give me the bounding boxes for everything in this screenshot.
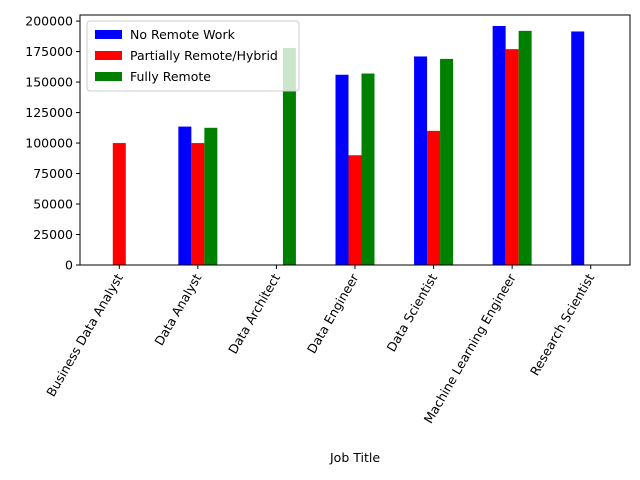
legend-swatch-partially-remote-hybrid [95, 51, 122, 60]
bar-fully-remote-1 [204, 127, 218, 266]
y-tick-label-8: 200000 [25, 14, 73, 29]
bar-partially-remote-hybrid-5 [505, 49, 519, 265]
x-tick-label-2: Data Architect [225, 271, 283, 356]
bar-partially-remote-hybrid-0 [112, 143, 126, 265]
x-tick-label-5: Machine Learning Engineer [421, 270, 520, 426]
bar-fully-remote-2 [282, 47, 296, 265]
y-tick-label-4: 100000 [25, 136, 73, 151]
legend: No Remote Work Partially Remote/Hybrid Ful… [86, 20, 300, 92]
y-tick-label-2: 50000 [33, 197, 73, 212]
bar-no-remote-work-5 [492, 25, 506, 265]
legend-label-fully-remote: Fully Remote [130, 69, 211, 84]
y-tick-label-0: 0 [65, 258, 73, 273]
legend-swatch-no-remote-work [95, 30, 122, 39]
bars-layer [112, 25, 585, 266]
x-tick-label-3: Data Engineer [304, 270, 362, 356]
bar-partially-remote-hybrid-4 [427, 130, 441, 265]
plot-frame [79, 14, 631, 266]
bar-no-remote-work-3 [335, 74, 349, 265]
y-tick-label-6: 150000 [25, 75, 73, 90]
x-axis: Business Data Analyst Data Analyst Data Ar… [43, 265, 597, 426]
y-tick-label-3: 75000 [33, 166, 73, 181]
y-tick-label-7: 175000 [25, 44, 73, 59]
bar-fully-remote-4 [440, 58, 454, 266]
y-tick-label-5: 125000 [25, 105, 73, 120]
x-tick-label-4: Data Scientist [383, 271, 440, 354]
bar-fully-remote-3 [361, 73, 375, 265]
bar-fully-remote-5 [518, 30, 532, 266]
bar-partially-remote-hybrid-3 [348, 155, 362, 265]
bar-no-remote-work-6 [571, 31, 585, 266]
x-tick-label-1: Data Analyst [151, 271, 204, 348]
x-tick-label-0: Business Data Analyst [43, 271, 126, 399]
legend-swatch-fully-remote [95, 72, 122, 81]
legend-label-partially-remote-hybrid: Partially Remote/Hybrid [130, 48, 278, 63]
bar-no-remote-work-1 [178, 126, 192, 266]
legend-label-no-remote-work: No Remote Work [130, 27, 236, 42]
y-axis: 0 25000 50000 75000 100000 125000 150000 175000… [25, 14, 80, 273]
x-axis-label: Job Title [329, 450, 380, 465]
x-tick-label-6: Research Scientist [527, 271, 598, 378]
bar-partially-remote-hybrid-1 [191, 143, 205, 265]
y-tick-label-1: 25000 [33, 227, 73, 242]
legend-box [86, 20, 300, 92]
bar-no-remote-work-4 [414, 56, 428, 266]
